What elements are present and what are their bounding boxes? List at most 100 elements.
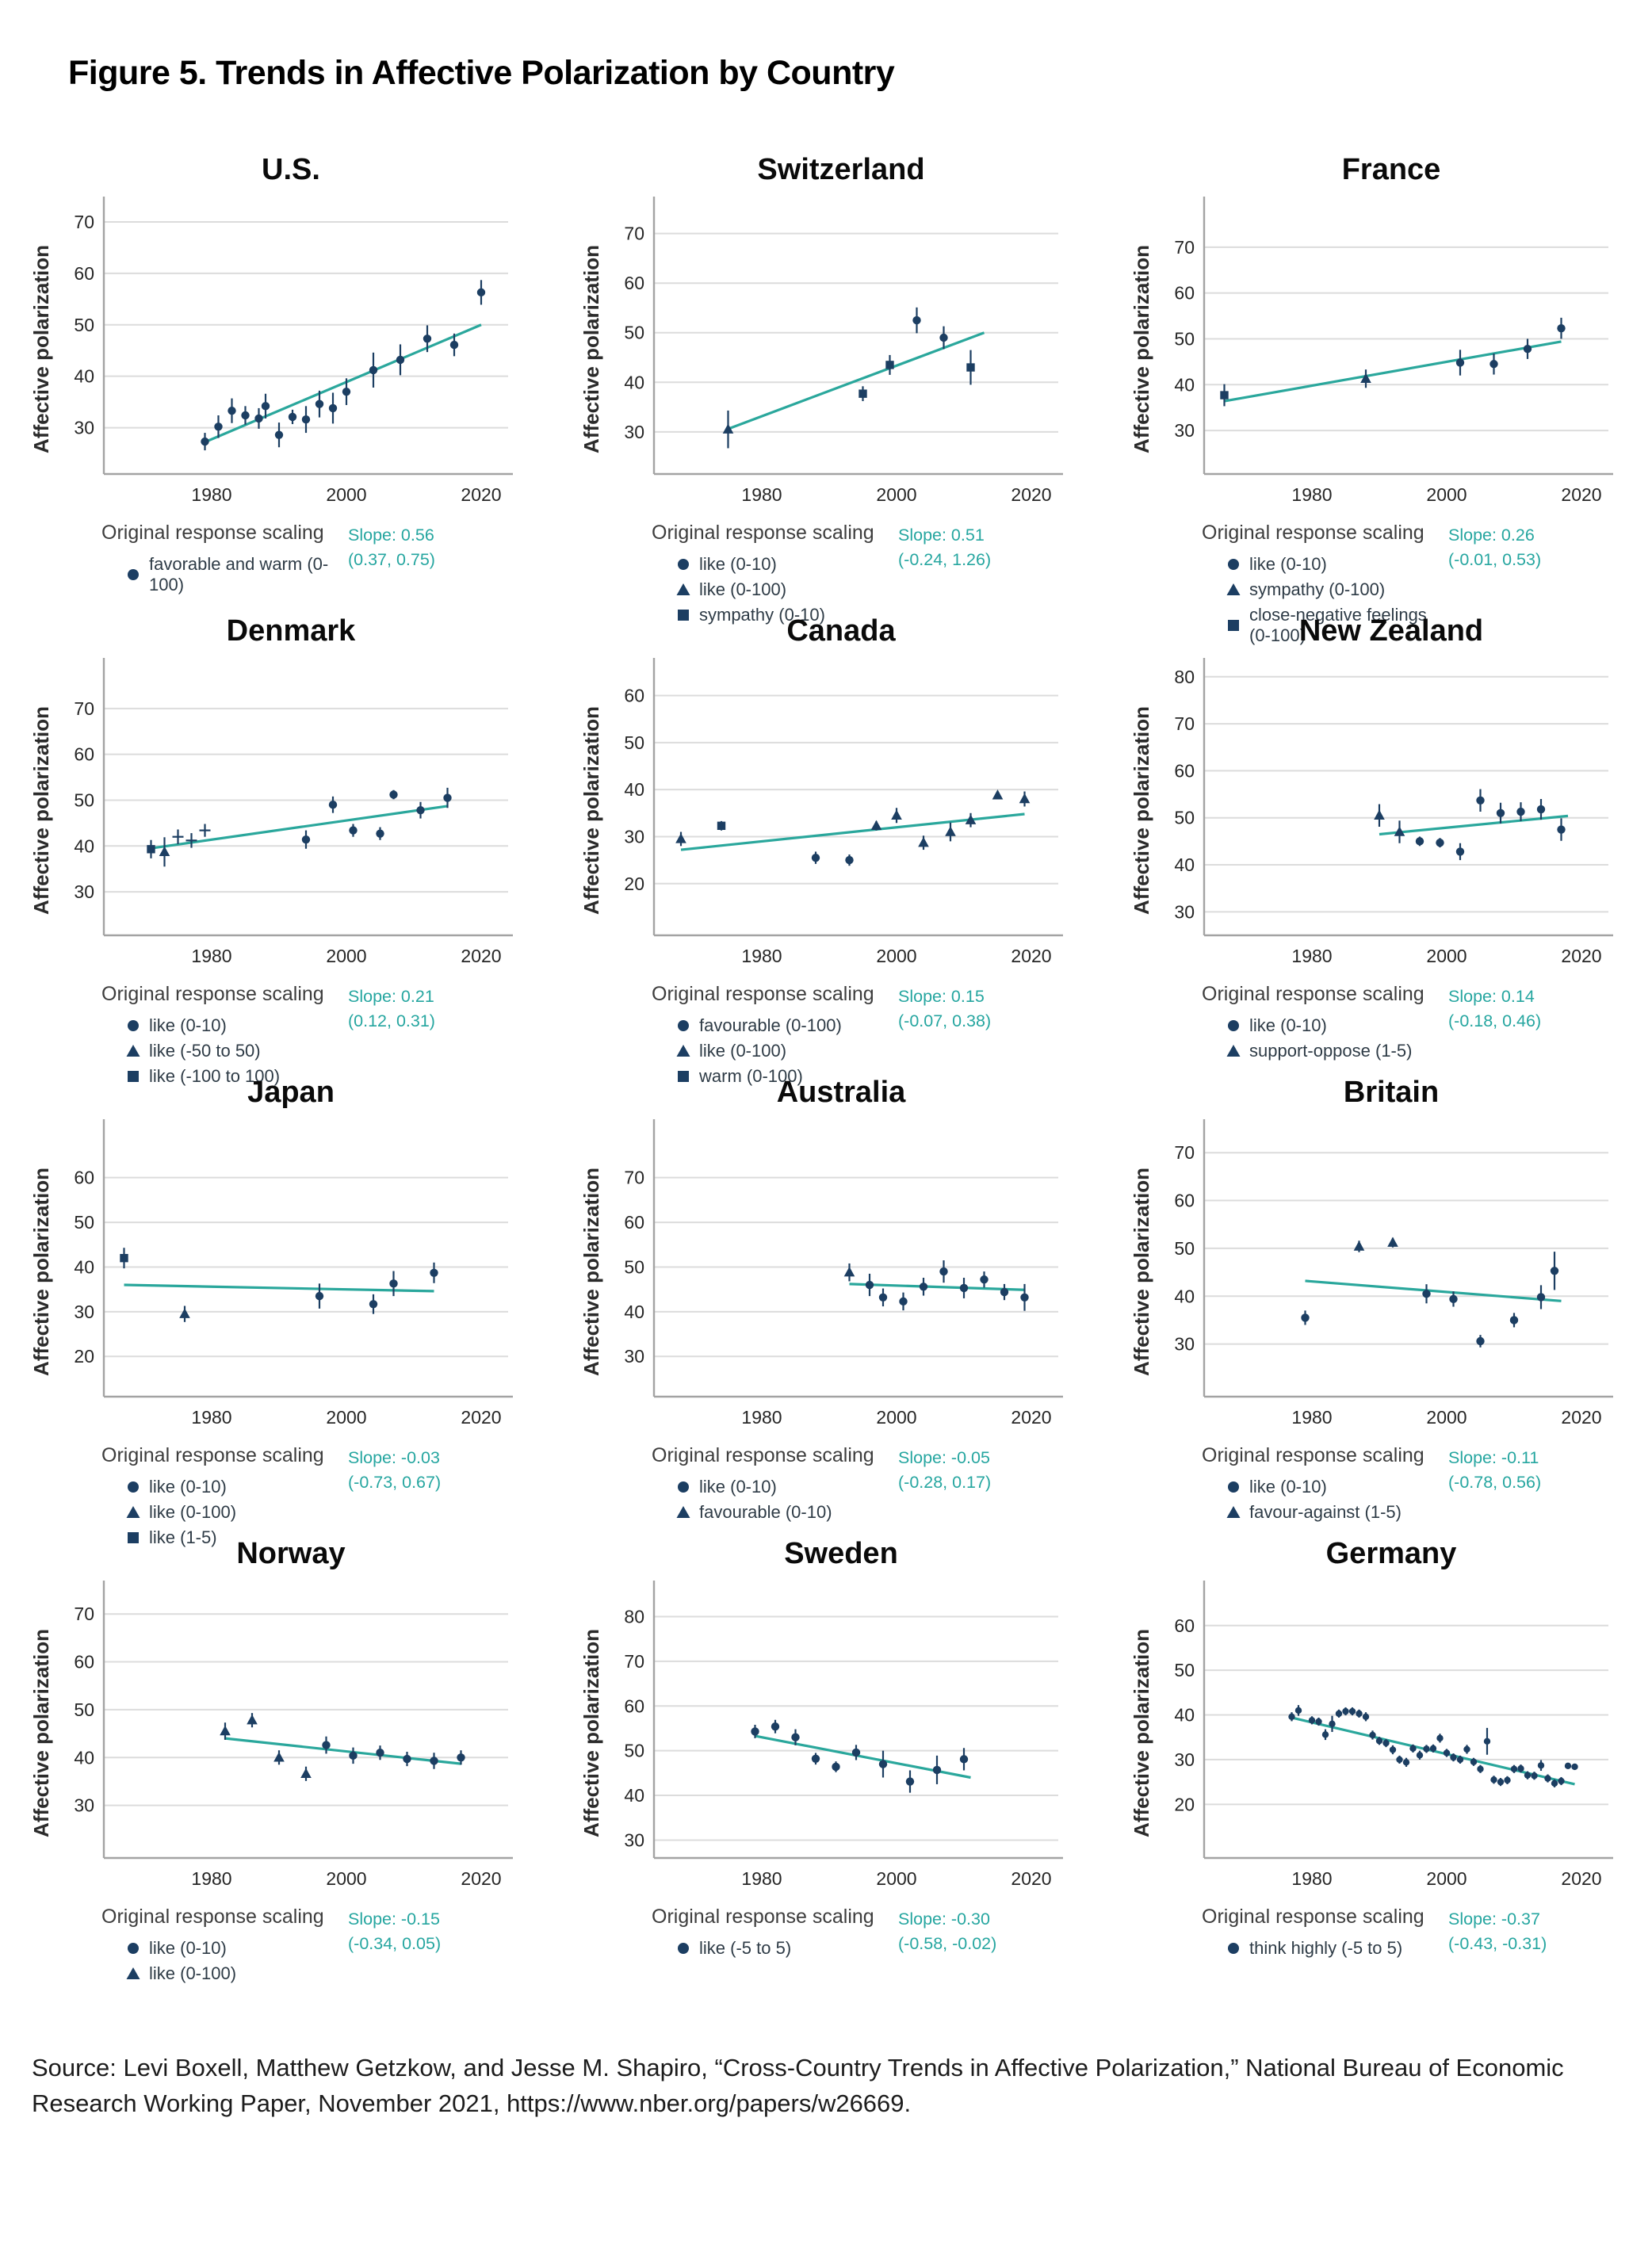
data-point	[396, 355, 405, 365]
y-tick-label: 40	[624, 372, 644, 392]
y-tick-label: 70	[74, 1604, 94, 1624]
trend-line	[1224, 340, 1562, 403]
legend-item-label: like (-50 to 50)	[149, 1041, 261, 1061]
panel-title: U.S.	[262, 153, 320, 186]
panel-title: France	[1341, 153, 1441, 186]
legend-item: like (0-10)	[1226, 554, 1448, 575]
panel-australia: Australia Affective polarization 30 40 50 60 7…	[550, 1055, 1100, 1522]
legend-item: like (0-10)	[1226, 1015, 1448, 1036]
charts-grid: U.S. Affective polarization 30 40 50 60 70 1980…	[0, 132, 1652, 1983]
data-point	[449, 340, 459, 350]
panel-title: New Zealand	[1298, 614, 1484, 648]
data-point	[845, 855, 854, 865]
legend-item-label: favour-against (1-5)	[1249, 1502, 1402, 1522]
data-point	[912, 315, 921, 325]
plot-area: Affective polarization 30 40 50 60 70 1980 2000…	[24, 189, 526, 509]
data-point	[1564, 1762, 1572, 1770]
data-point	[1375, 1737, 1383, 1745]
y-axis-label: Affective polarization	[579, 705, 603, 915]
y-tick-label: 70	[74, 212, 94, 232]
data-point	[328, 403, 338, 413]
x-tick-label: 1980	[191, 1407, 231, 1428]
data-point	[1429, 1745, 1437, 1753]
data-point	[751, 1727, 759, 1736]
y-tick-label: 50	[624, 323, 644, 343]
slope-ci: (0.37, 0.75)	[348, 550, 435, 570]
y-tick-label: 60	[624, 273, 644, 293]
panel-title: Germany	[1325, 1537, 1457, 1570]
y-tick-label: 30	[74, 418, 94, 438]
legend-row: Original response scaling like (0-10) like…	[0, 1893, 550, 1989]
data-point	[791, 1733, 800, 1741]
slope-annotation: Slope: 0.26 (-0.01, 0.53)	[1448, 522, 1627, 572]
legend: Original response scaling like (0-10) like…	[101, 1906, 348, 1989]
legend-row: Original response scaling think highly (-…	[1100, 1893, 1650, 1963]
panel-japan: Japan Affective polarization 20 30 40 50 60 198…	[0, 1055, 550, 1547]
y-tick-label: 70	[1174, 1142, 1195, 1163]
data-point	[1348, 1707, 1356, 1715]
y-axis-label: Affective polarization	[1129, 244, 1153, 453]
x-tick-label: 1980	[1291, 946, 1332, 966]
data-point	[1436, 838, 1444, 847]
circle-marker-icon	[1228, 1020, 1239, 1031]
trend-line	[1305, 1279, 1562, 1302]
data-point	[369, 1300, 378, 1309]
data-point	[885, 361, 894, 369]
x-tick-label: 2020	[461, 484, 501, 505]
data-point	[1019, 793, 1031, 804]
circle-marker-icon	[1228, 559, 1239, 570]
triangle-marker-icon	[1226, 1506, 1241, 1518]
legend-item-label: like (0-100)	[699, 579, 787, 599]
data-point	[220, 1725, 231, 1736]
y-tick-label: 50	[1174, 808, 1195, 828]
y-tick-label: 80	[624, 1606, 644, 1627]
slope-value: Slope: 0.14	[1448, 987, 1535, 1006]
y-tick-label: 70	[1174, 713, 1195, 734]
data-point	[416, 805, 425, 815]
square-marker-icon	[678, 1071, 689, 1082]
panel-switzerland: Switzerland Affective polarization 30 40 50 6…	[550, 132, 1100, 625]
y-tick-label: 60	[74, 1652, 94, 1672]
panel-title: Britain	[1343, 1076, 1440, 1109]
y-tick-label: 60	[624, 686, 644, 706]
x-tick-label: 2000	[1426, 946, 1467, 966]
data-point	[865, 1280, 874, 1290]
data-point	[1524, 1772, 1532, 1779]
plot-area: Affective polarization 30 40 50 60 70 80 1980 20…	[574, 1573, 1076, 1893]
legend-header: Original response scaling	[1202, 1906, 1424, 1928]
data-point	[878, 1760, 888, 1768]
panel-title: Switzerland	[757, 153, 925, 186]
legend-item: like (0-10)	[1226, 1477, 1448, 1497]
x-tick-label: 2020	[1011, 1868, 1051, 1889]
y-tick-label: 70	[624, 1651, 644, 1672]
legend-item: favorable and warm (0-100)	[125, 554, 348, 595]
x-tick-label: 2000	[326, 1407, 366, 1428]
x-tick-label: 2020	[1011, 484, 1051, 505]
legend-item-label: like (0-10)	[1249, 554, 1327, 574]
circle-marker-icon	[678, 1020, 689, 1031]
legend-item-label: like (0-100)	[149, 1502, 237, 1522]
legend: Original response scaling like (0-10) symp…	[1202, 522, 1448, 651]
y-tick-label: 60	[74, 1168, 94, 1188]
legend-item: like (0-100)	[675, 1041, 898, 1061]
slope-ci: (-0.28, 0.17)	[898, 1473, 992, 1493]
data-point	[369, 365, 378, 375]
data-point	[1496, 809, 1505, 817]
slope-ci: (-0.18, 0.46)	[1448, 1011, 1542, 1031]
y-axis-label: Affective polarization	[29, 705, 53, 915]
data-point	[1510, 1765, 1518, 1772]
slope-value: Slope: 0.26	[1448, 526, 1535, 545]
y-axis-label: Affective polarization	[579, 1167, 603, 1376]
legend-header: Original response scaling	[1202, 522, 1424, 544]
legend-item: like (0-100)	[125, 1963, 348, 1984]
data-point	[1315, 1718, 1322, 1726]
legend-item: sympathy (0-100)	[1226, 579, 1448, 600]
legend-item: close-negative feelings (0-100)	[1226, 605, 1448, 646]
y-axis-label: Affective polarization	[579, 1628, 603, 1837]
legend-item: support-oppose (1-5)	[1226, 1041, 1448, 1061]
data-point	[717, 821, 726, 831]
legend-item-label: like (1-5)	[149, 1527, 217, 1547]
x-tick-label: 2000	[326, 484, 366, 505]
data-point	[1557, 825, 1566, 834]
y-tick-label: 70	[624, 1168, 644, 1188]
